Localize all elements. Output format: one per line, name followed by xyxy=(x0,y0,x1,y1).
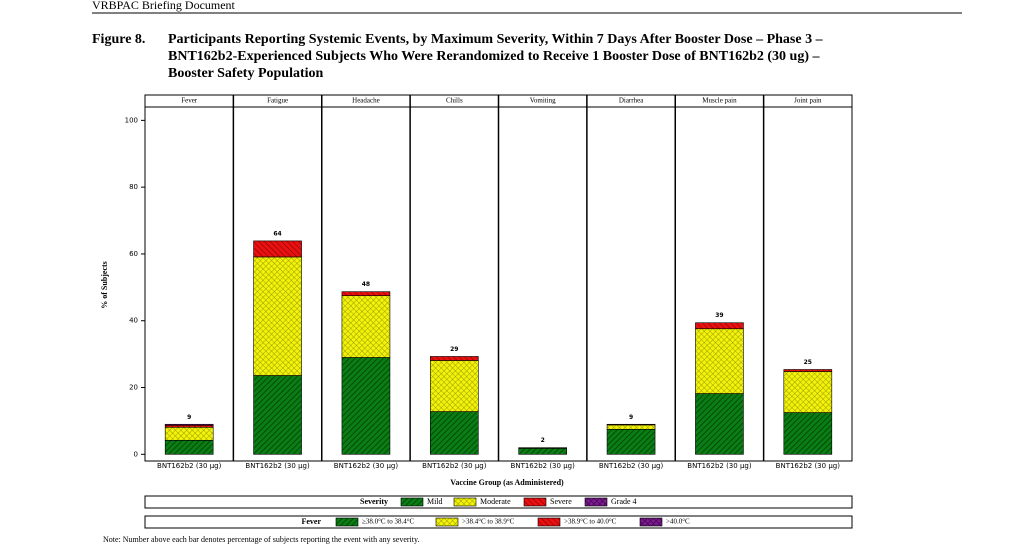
figure-title: Booster Safety Population xyxy=(168,66,324,81)
legend-swatch xyxy=(435,517,459,527)
bar-segment xyxy=(783,369,833,372)
bar-segment xyxy=(606,428,656,455)
x-tick-label: BNT162b2 (30 µg) xyxy=(599,462,664,470)
x-tick-label: BNT162b2 (30 µg) xyxy=(776,462,841,470)
legend-label: Mild xyxy=(427,497,443,506)
bar-total-label: 64 xyxy=(273,230,281,237)
legend-title: Severity xyxy=(360,497,388,506)
bar-segment xyxy=(695,393,744,455)
bar-segment xyxy=(164,426,214,441)
x-tick-label: BNT162b2 (30 µg) xyxy=(157,462,222,470)
bar-segment xyxy=(253,375,302,455)
y-tick-label: 80 xyxy=(129,183,138,191)
bar-segment xyxy=(164,423,214,426)
bar-total-label: 9 xyxy=(629,414,633,421)
bar-segment xyxy=(341,295,391,358)
x-tick-label: BNT162b2 (30 µg) xyxy=(334,462,399,470)
bar-segment xyxy=(341,357,391,455)
legend-label: Grade 4 xyxy=(611,497,637,506)
bar-total-label: 25 xyxy=(804,359,812,366)
panel-label: Joint pain xyxy=(794,97,822,105)
legend-label: Severe xyxy=(550,497,572,506)
bar-total-label: 9 xyxy=(187,414,191,421)
y-tick-label: 20 xyxy=(129,384,138,392)
bar-total-label: 39 xyxy=(715,312,723,319)
bar-segment xyxy=(695,328,744,394)
legend-swatch xyxy=(584,497,608,507)
legend-label: >40.0°C xyxy=(666,518,690,526)
legend-label: >38.9°C to 40.0°C xyxy=(564,518,617,526)
bar-segment xyxy=(518,448,567,455)
legend-box xyxy=(144,515,853,529)
y-axis-label: % of Subjects xyxy=(100,261,109,309)
legend-title: Fever xyxy=(301,517,321,526)
bar-total-label: 2 xyxy=(541,437,545,444)
legend-swatch xyxy=(400,497,424,507)
bar-segment xyxy=(164,439,214,455)
bar-segment xyxy=(518,447,567,449)
bar-segment xyxy=(164,424,214,428)
figure-title: BNT162b2-Experienced Subjects Who Were R… xyxy=(168,49,820,64)
panel-label: Muscle pain xyxy=(702,97,737,105)
bar-total-label: 48 xyxy=(362,281,370,288)
legend-swatch xyxy=(335,517,359,527)
bar-segment xyxy=(430,356,479,361)
x-tick-label: BNT162b2 (30 µg) xyxy=(687,462,752,470)
bar-total-label: 29 xyxy=(450,346,458,353)
bar-segment xyxy=(606,424,656,430)
bar-segment xyxy=(253,256,302,376)
bar-segment xyxy=(430,411,479,455)
x-tick-label: BNT162b2 (30 µg) xyxy=(422,462,487,470)
bar-segment xyxy=(783,371,833,413)
panel-label: Fatigue xyxy=(267,97,288,105)
legend-label: >38.4°C to 38.9°C xyxy=(462,518,515,526)
x-tick-label: BNT162b2 (30 µg) xyxy=(245,462,310,470)
panel-label: Headache xyxy=(352,97,380,105)
bar-segment xyxy=(430,360,479,412)
legend-swatch xyxy=(639,517,663,527)
panel-label: Diarrhea xyxy=(619,97,644,105)
x-axis-label: Vaccine Group (as Administered) xyxy=(450,478,564,487)
x-tick-label: BNT162b2 (30 µg) xyxy=(511,462,576,470)
legend-swatch xyxy=(453,497,477,507)
bar-segment xyxy=(253,240,302,258)
panel-label: Fever xyxy=(181,97,198,105)
legend-label: ≥38.0°C to 38.4°C xyxy=(362,518,415,526)
panel-label: Vomiting xyxy=(530,97,556,105)
legend-box xyxy=(144,495,853,509)
bar-segment xyxy=(341,291,391,296)
y-tick-label: 60 xyxy=(129,250,138,258)
bar-segment xyxy=(606,423,656,426)
panel-label: Chills xyxy=(446,97,463,105)
bar-segment xyxy=(783,412,833,455)
legend-swatch xyxy=(523,497,547,507)
y-tick-label: 40 xyxy=(129,317,138,325)
header: VRBPAC Briefing Document xyxy=(92,0,236,12)
bar-segment xyxy=(695,322,744,330)
y-tick-label: 0 xyxy=(134,450,138,458)
figure-label: Figure 8. xyxy=(92,32,145,47)
legend-swatch xyxy=(537,517,561,527)
figure-title: Participants Reporting Systemic Events, … xyxy=(168,32,824,47)
legend-label: Moderate xyxy=(480,497,511,506)
note: Note: Number above each bar denotes perc… xyxy=(103,535,419,544)
y-tick-label: 100 xyxy=(125,116,138,124)
